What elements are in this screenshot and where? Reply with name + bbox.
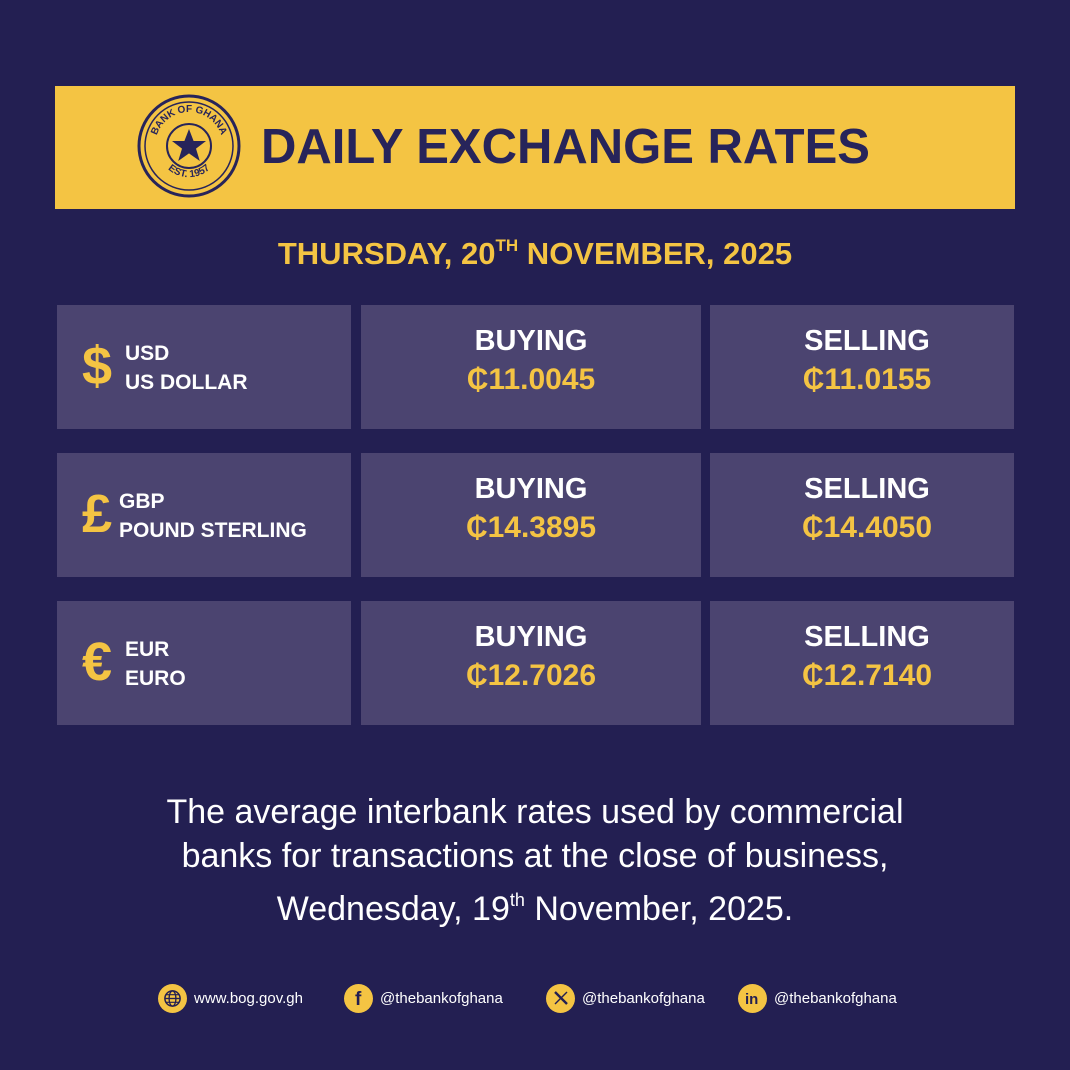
footer-facebook-link[interactable]: f @thebankofghana [344,982,503,1014]
buying-cell-gbp: BUYING ₵14.3895 [361,453,701,577]
note-line-2: banks for transactions at the close of b… [181,837,889,875]
buying-cell-usd: BUYING ₵11.0045 [361,305,701,429]
currency-label: EUR EURO [125,635,186,693]
selling-cell-gbp: SELLING ₵14.4050 [710,453,1014,577]
selling-label: SELLING [804,621,930,653]
linkedin-icon: in [738,983,767,1013]
currency-code: USD [125,342,170,365]
dollar-icon: $ [81,336,113,396]
buying-label: BUYING [474,473,588,505]
facebook-handle: @thebankofghana [380,989,503,1007]
website-text: www.bog.gov.gh [194,989,303,1007]
euro-icon: € [81,632,113,692]
facebook-icon: f [344,983,373,1013]
currency-cell-eur: € EUR EURO [57,601,351,725]
currency-label: USD US DOLLAR [125,339,248,397]
bank-seal-logo: BANK OF GHANA EST. 1957 [137,94,241,198]
star-icon [172,129,206,161]
linkedin-handle: @thebankofghana [774,989,897,1007]
currency-cell-gbp: £ GBP POUND STERLING [57,453,351,577]
selling-rate: ₵11.0155 [802,363,932,396]
footer-linkedin-link[interactable]: in @thebankofghana [738,982,897,1014]
date-suffix: TH [495,236,519,255]
footer-x-link[interactable]: @thebankofghana [546,982,705,1014]
currency-cell-usd: $ USD US DOLLAR [57,305,351,429]
pound-icon: £ [81,484,113,544]
currency-name: US DOLLAR [125,371,248,394]
note-line-1: The average interbank rates used by comm… [166,793,904,831]
buying-rate: ₵12.7026 [465,659,597,692]
svg-text:EST. 1957: EST. 1957 [166,162,212,180]
date-day: THURSDAY, 20 [277,236,496,271]
date-rest: NOVEMBER, 2025 [518,236,793,271]
svg-text:f: f [355,989,362,1007]
buying-label: BUYING [474,621,588,653]
globe-icon [158,983,187,1013]
selling-cell-usd: SELLING ₵11.0155 [710,305,1014,429]
currency-name: POUND STERLING [119,519,307,542]
buying-rate: ₵11.0045 [466,363,596,396]
selling-rate: ₵12.7140 [801,659,933,692]
selling-label: SELLING [804,473,930,505]
note-line-3: Wednesday, 19th November, 2025. [0,878,1070,931]
buying-label: BUYING [474,325,588,357]
currency-code: EUR [125,638,170,661]
rate-date: THURSDAY, 20TH NOVEMBER, 2025 [0,236,1070,272]
footer-website-link[interactable]: www.bog.gov.gh [158,982,303,1014]
currency-name: EURO [125,667,186,690]
rates-note: The average interbank rates used by comm… [0,790,1070,931]
buying-rate: ₵14.3895 [465,511,597,544]
x-handle: @thebankofghana [582,989,705,1007]
currency-label: GBP POUND STERLING [119,487,307,545]
selling-cell-eur: SELLING ₵12.7140 [710,601,1014,725]
page-title: DAILY EXCHANGE RATES [261,120,870,174]
svg-text:in: in [745,991,758,1006]
selling-rate: ₵14.4050 [801,511,933,544]
x-icon [546,983,575,1013]
note-date-rest: November, 2025. [524,890,794,928]
buying-cell-eur: BUYING ₵12.7026 [361,601,701,725]
title-banner: BANK OF GHANA EST. 1957 DAILY EXCHANGE R… [55,86,1015,209]
currency-code: GBP [119,490,165,513]
note-date: Wednesday, 19 [276,890,510,928]
note-date-suffix: th [509,890,525,910]
selling-label: SELLING [804,325,930,357]
